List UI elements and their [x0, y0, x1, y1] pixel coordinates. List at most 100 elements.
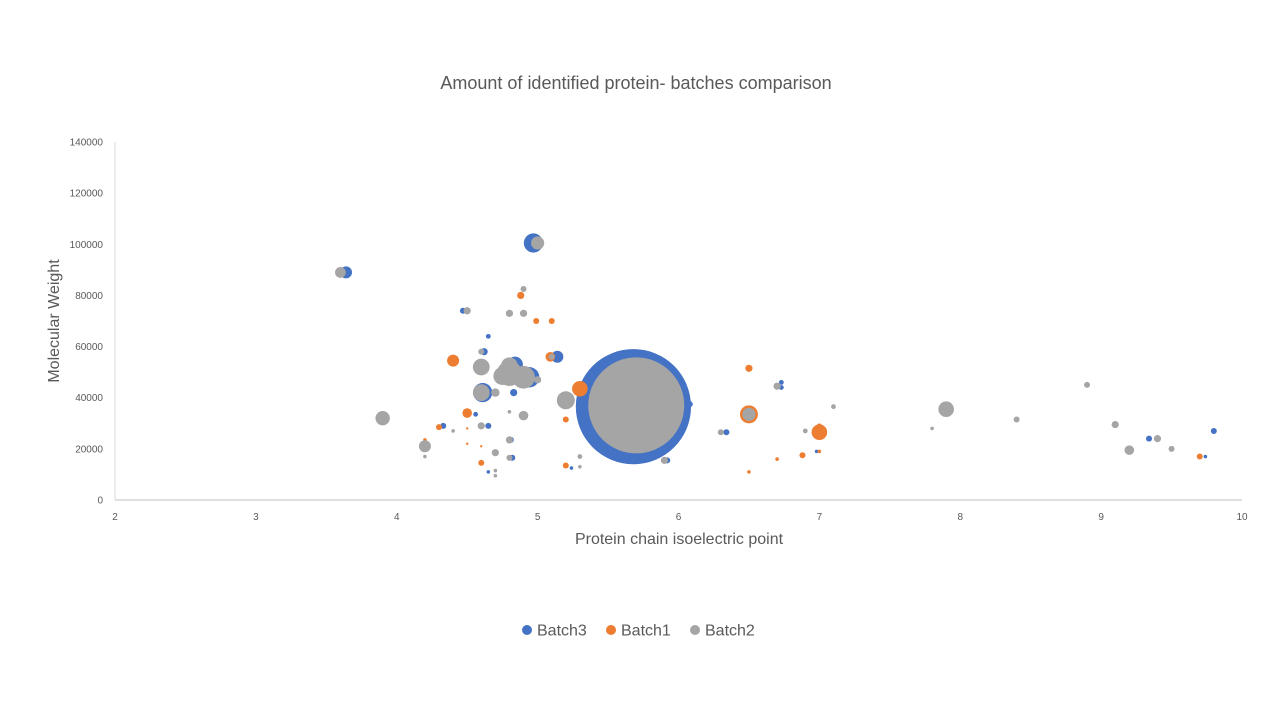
x-axis-ticks: 2 3 4 5 6 7 8 9 10	[112, 512, 1248, 523]
bubble	[517, 291, 525, 300]
bubble	[1210, 427, 1217, 434]
bubble	[747, 470, 751, 474]
bubble	[802, 428, 808, 434]
bubble	[742, 407, 756, 421]
bubble	[660, 456, 669, 464]
y-tick-label: 0	[97, 496, 103, 507]
bubble	[562, 462, 569, 469]
bubble	[572, 380, 588, 397]
bubble	[799, 452, 806, 459]
bubble	[465, 442, 469, 445]
x-tick-label: 2	[112, 512, 118, 523]
bubble	[485, 422, 492, 429]
bubble	[1084, 381, 1091, 388]
bubble	[491, 449, 499, 457]
bubble	[686, 401, 693, 408]
plot-area	[335, 233, 1217, 478]
y-tick-label: 100000	[70, 240, 104, 251]
legend-item-batch3: Batch3	[522, 623, 587, 640]
legend-marker	[606, 625, 616, 635]
legend: Batch3 Batch1 Batch2	[522, 623, 755, 640]
y-tick-label: 20000	[75, 444, 103, 455]
bubble	[1013, 416, 1020, 423]
bubble	[773, 382, 781, 390]
x-tick-label: 6	[676, 512, 682, 523]
bubble	[478, 348, 485, 355]
bubble	[778, 379, 784, 385]
bubble	[447, 354, 460, 367]
bubble	[811, 424, 828, 441]
bubble	[1111, 420, 1119, 429]
bubble	[335, 267, 346, 278]
x-tick-label: 7	[817, 512, 823, 523]
bubble	[548, 318, 555, 324]
bubble	[451, 429, 455, 433]
bubble	[531, 236, 545, 250]
bubble	[1196, 453, 1203, 460]
bubble	[506, 454, 513, 461]
bubble	[493, 366, 512, 385]
bubble	[562, 416, 569, 423]
bubble	[1124, 445, 1135, 455]
bubble	[480, 445, 483, 448]
x-tick-label: 5	[535, 512, 541, 523]
bubble	[520, 286, 527, 293]
bubble	[1153, 435, 1162, 443]
bubble	[534, 376, 542, 384]
x-tick-label: 9	[1098, 512, 1104, 523]
bubble	[817, 449, 822, 454]
bubble	[507, 409, 512, 414]
bubble	[569, 466, 574, 470]
bubble	[1168, 445, 1175, 452]
series-batch2	[335, 236, 1175, 478]
bubble	[493, 468, 498, 473]
bubble	[1146, 435, 1153, 442]
bubble	[548, 353, 555, 360]
bubble	[493, 473, 498, 478]
bubble	[775, 457, 779, 461]
bubble	[485, 333, 491, 339]
legend-label: Batch1	[621, 623, 671, 640]
bubble	[556, 391, 575, 410]
chart-title: Amount of identified protein- batches co…	[440, 73, 831, 93]
bubble	[505, 436, 514, 444]
y-tick-label: 80000	[75, 291, 103, 302]
legend-label: Batch2	[705, 623, 755, 640]
bubble	[423, 454, 427, 459]
bubble	[478, 459, 485, 466]
x-tick-label: 3	[253, 512, 259, 523]
bubble	[588, 357, 685, 454]
bubble	[512, 365, 535, 389]
bubble	[472, 358, 490, 376]
y-tick-label: 140000	[70, 138, 104, 149]
legend-marker	[690, 625, 700, 635]
bubble	[816, 423, 822, 429]
bubble	[418, 440, 431, 453]
bubble	[436, 424, 443, 431]
bubble	[462, 408, 472, 418]
bubble	[505, 309, 514, 317]
x-tick-label: 10	[1236, 512, 1248, 523]
bubble	[723, 429, 730, 436]
bubble	[578, 464, 582, 469]
bubble	[745, 364, 753, 372]
bubble	[831, 404, 836, 410]
legend-item-batch2: Batch2	[690, 623, 755, 640]
x-tick-label: 4	[394, 512, 400, 523]
bubble	[577, 454, 583, 459]
bubble	[375, 410, 390, 426]
legend-item-batch1: Batch1	[606, 623, 671, 640]
bubble	[717, 429, 724, 436]
bubble	[519, 309, 528, 317]
bubble	[477, 422, 485, 430]
bubble	[510, 389, 518, 397]
y-tick-label: 60000	[75, 342, 103, 353]
bubble	[1203, 454, 1208, 459]
bubble	[938, 401, 954, 418]
y-tick-label: 40000	[75, 393, 103, 404]
bubble	[930, 426, 934, 431]
y-axis-ticks: 0 20000 40000 60000 80000 100000 120000 140000	[70, 138, 104, 507]
x-tick-label: 8	[957, 512, 963, 523]
series-batch3	[340, 233, 1217, 474]
